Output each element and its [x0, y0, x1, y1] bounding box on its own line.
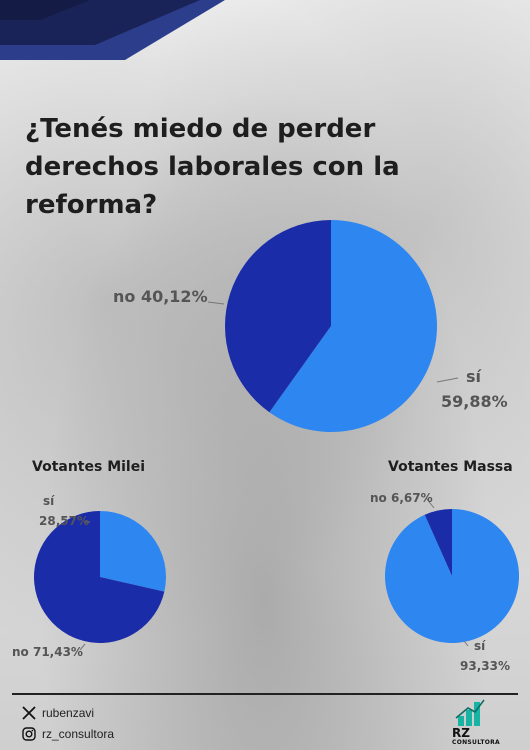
data-label-si: 28,57%: [39, 514, 89, 528]
pie-slice-si: [269, 220, 437, 432]
data-label-si: 59,88%: [441, 392, 508, 411]
pie-charts: sí 59,88% no 40,12% sí 28,57% no 71,43% sí 93,3…: [12, 220, 519, 673]
data-label-si: 93,33%: [460, 659, 510, 673]
pie-slice-no: [224, 220, 331, 413]
pie-slice-no: [424, 509, 452, 576]
data-label-si: sí: [474, 639, 486, 653]
chart-title-milei: Votantes Milei: [32, 459, 146, 475]
logo-subtitle: CONSULTORA: [452, 739, 501, 746]
page-title: ¿Tenés miedo de perder derechos laborale…: [25, 114, 400, 220]
label-leader-line: [207, 301, 225, 305]
data-label-no: no 40,12%: [113, 287, 208, 306]
label-leader-line: [463, 640, 469, 647]
instagram-icon: [22, 727, 36, 741]
pie-slice-si: [384, 509, 519, 643]
data-label-no: no 6,67%: [370, 491, 433, 505]
top-banner: [0, 0, 225, 60]
x-twitter-icon: [22, 706, 36, 720]
label-leader-line: [436, 377, 459, 383]
data-label-si: sí: [466, 367, 483, 386]
chart-title-massa: Votantes Massa: [388, 459, 513, 475]
data-label-si: sí: [43, 494, 55, 508]
twitter-handle: rubenzavi: [42, 706, 95, 720]
twitter-link[interactable]: rubenzavi: [22, 706, 94, 720]
instagram-link[interactable]: rz_consultora: [22, 727, 114, 741]
label-leader-line: [425, 497, 435, 509]
bar-chart-logo-icon: [455, 699, 485, 726]
data-label-no: no 71,43%: [12, 645, 83, 659]
logo-text: RZ: [452, 726, 470, 740]
label-leader-line: [79, 643, 86, 651]
pie-slice-si: [100, 511, 166, 592]
pie-slice-no: [34, 511, 165, 644]
instagram-handle: rz_consultora: [42, 727, 115, 741]
rz-consultora-logo: RZ CONSULTORA: [448, 696, 508, 746]
footer-divider: [12, 693, 518, 695]
